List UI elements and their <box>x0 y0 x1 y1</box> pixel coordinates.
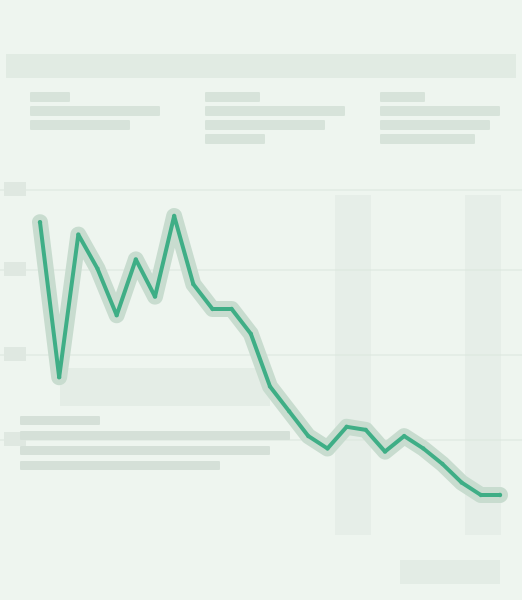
highlight-band <box>60 368 270 406</box>
subtitle <box>6 54 516 78</box>
data-point <box>382 449 388 454</box>
data-point <box>401 433 407 439</box>
y-tick-label-0 <box>4 182 26 196</box>
data-point <box>133 257 139 262</box>
data-point <box>421 446 426 451</box>
data-point <box>76 232 81 237</box>
data-point <box>459 480 464 485</box>
annotation-3 <box>380 88 522 148</box>
data-point <box>152 294 158 299</box>
shaded-column-0 <box>335 195 371 535</box>
data-point <box>171 213 177 219</box>
data-point <box>267 384 273 389</box>
y-tick-label-2 <box>4 347 26 361</box>
data-point <box>37 220 43 225</box>
data-point <box>440 461 445 467</box>
data-point <box>306 433 311 439</box>
legend <box>20 410 320 476</box>
y-tick-label-1 <box>4 262 26 276</box>
data-point <box>497 492 503 498</box>
data-point <box>191 282 196 287</box>
data-point <box>210 306 215 312</box>
data-point <box>56 375 62 380</box>
shaded-column-1 <box>465 195 501 535</box>
annotation-2 <box>205 88 355 148</box>
annotation-1 <box>30 88 180 134</box>
data-point <box>325 446 330 451</box>
source-note <box>400 560 500 584</box>
data-point <box>286 409 292 414</box>
data-point <box>344 424 349 429</box>
footer <box>18 528 122 540</box>
data-point <box>248 331 254 336</box>
data-point <box>229 306 234 312</box>
data-point <box>95 266 100 271</box>
data-point <box>363 427 369 433</box>
data-point <box>478 492 484 498</box>
data-point <box>114 313 119 318</box>
